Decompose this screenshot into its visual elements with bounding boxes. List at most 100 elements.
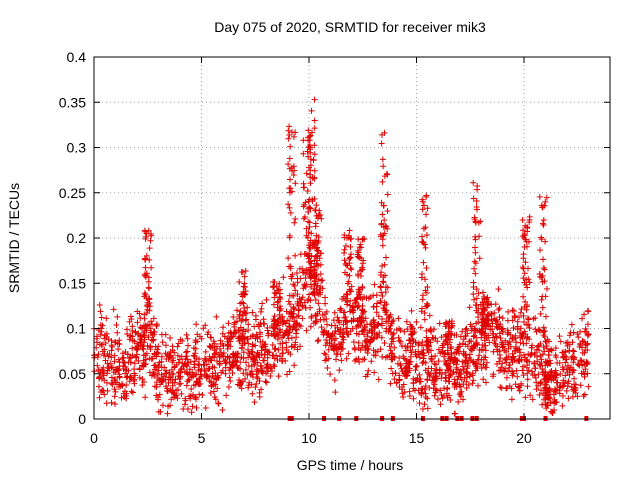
data-point (245, 354, 252, 361)
data-point (581, 391, 588, 398)
data-point (400, 353, 407, 360)
data-point (368, 358, 375, 365)
data-point (217, 337, 224, 344)
data-point (520, 255, 527, 262)
data-point (236, 327, 243, 334)
data-point (310, 289, 317, 296)
data-point (116, 374, 123, 381)
data-point (124, 373, 131, 380)
data-point (141, 315, 148, 322)
data-point (359, 266, 366, 273)
data-point (262, 346, 269, 353)
data-point (465, 381, 472, 388)
data-point (103, 315, 110, 322)
data-point (300, 180, 307, 187)
data-point (283, 339, 290, 346)
data-point (424, 338, 431, 345)
data-point (447, 330, 454, 337)
data-point (435, 358, 442, 365)
data-point (463, 369, 470, 376)
data-point (492, 317, 499, 324)
data-point (265, 332, 272, 339)
data-point (394, 360, 401, 367)
data-point (378, 131, 385, 138)
data-point (453, 364, 460, 371)
data-point (121, 359, 128, 366)
data-point (568, 383, 575, 390)
data-point (353, 299, 360, 306)
data-point (151, 366, 158, 373)
data-point (545, 352, 552, 359)
data-point (448, 344, 455, 351)
data-point (324, 339, 331, 346)
data-point (581, 311, 588, 318)
data-point (536, 391, 543, 398)
data-point (563, 387, 570, 394)
data-point (305, 153, 312, 160)
data-point (305, 127, 312, 134)
data-point (451, 332, 458, 339)
data-point (242, 267, 249, 274)
data-point (420, 239, 427, 246)
data-point (392, 370, 399, 377)
data-point (347, 308, 354, 315)
data-point (477, 361, 484, 368)
data-point (111, 358, 118, 365)
data-point (416, 400, 423, 407)
data-point (570, 359, 577, 366)
chart-title: Day 075 of 2020, SRMTID for receiver mik… (214, 19, 486, 35)
data-point (540, 332, 547, 339)
data-point (207, 334, 214, 341)
data-point (463, 384, 470, 391)
data-point (304, 297, 311, 304)
data-point (236, 382, 243, 389)
data-point (405, 358, 412, 365)
data-point (210, 338, 217, 345)
data-point (560, 353, 567, 360)
data-point (471, 265, 478, 272)
data-point (577, 357, 584, 364)
data-point (575, 334, 582, 341)
data-point (185, 360, 192, 367)
data-point (379, 242, 386, 249)
data-point (153, 322, 160, 329)
data-point (137, 336, 144, 343)
data-point (559, 364, 566, 371)
data-point (287, 301, 294, 308)
data-point (166, 354, 173, 361)
data-point (482, 379, 489, 386)
data-point (431, 377, 438, 384)
data-point (362, 337, 369, 344)
data-point (503, 349, 510, 356)
data-point (336, 307, 343, 314)
data-point (387, 347, 394, 354)
data-point (202, 348, 209, 355)
data-point (122, 370, 129, 377)
data-point (262, 378, 269, 385)
data-point (552, 399, 559, 406)
data-point (307, 156, 314, 163)
data-point (285, 255, 292, 262)
data-point (317, 271, 324, 278)
data-point (390, 317, 397, 324)
data-point (363, 295, 370, 302)
data-point (95, 383, 102, 390)
data-point (551, 398, 558, 405)
data-point (114, 313, 121, 320)
data-point (426, 312, 433, 319)
data-point (251, 399, 258, 406)
data-point (141, 256, 148, 263)
data-point (238, 333, 245, 340)
data-point (522, 394, 529, 401)
data-point (190, 373, 197, 380)
data-point (139, 375, 146, 382)
data-point (397, 362, 404, 369)
data-point (410, 337, 417, 344)
data-point (306, 224, 313, 231)
data-point (444, 350, 451, 357)
data-point (343, 355, 350, 362)
data-point (332, 327, 339, 334)
data-point (443, 361, 450, 368)
data-point (311, 174, 318, 181)
data-point (287, 326, 294, 333)
